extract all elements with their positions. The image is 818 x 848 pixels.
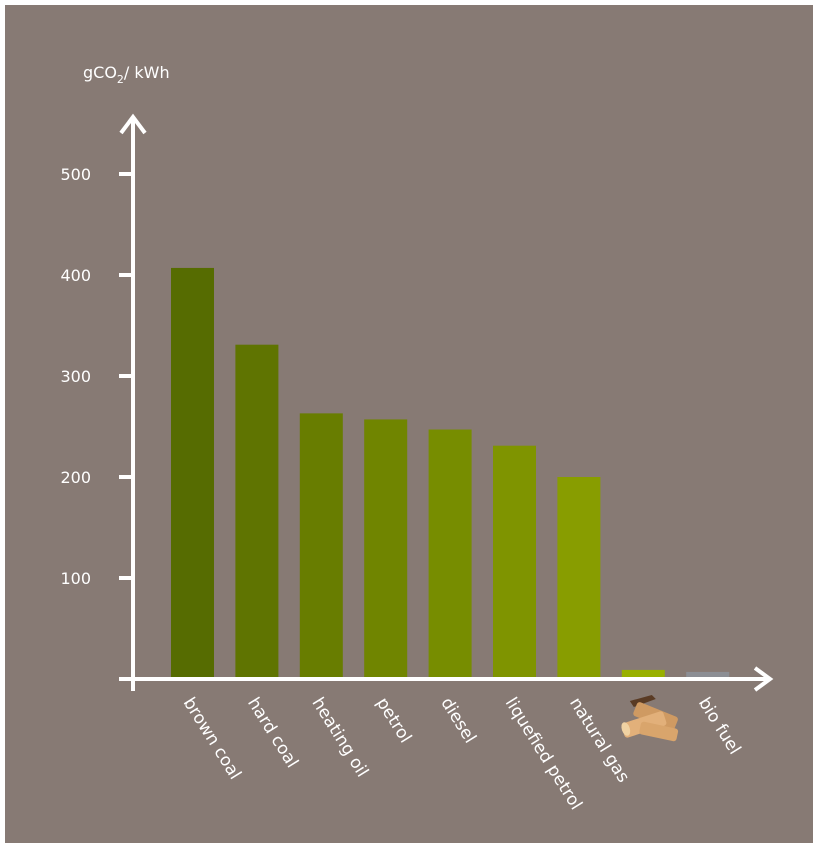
wood-logs-icon [621,695,679,742]
x-label-heating-oil: heating oil [308,694,373,781]
bar-natural-gas [557,477,601,679]
y-tick-label: 200 [60,468,91,487]
bars-layer [171,267,730,679]
axes-layer [119,113,774,692]
x-label-brown-coal: brown coal [179,694,245,783]
bar-diesel [428,429,472,679]
bar-hard-coal [235,344,279,679]
x-label-diesel: diesel [436,694,479,747]
bar-wood-logs-icon [621,669,665,679]
x-label-petrol: petrol [372,694,415,747]
y-axis-arrowhead [119,113,147,135]
y-axis-unit-label: gCO2/ kWh [83,63,170,86]
y-unit-suffix: / kWh [124,63,170,82]
y-tick-label: 400 [60,266,91,285]
x-label-natural-gas: natural gas [565,694,633,786]
bar-chart: gCO2/ kWh 100 200 300 400 500 brown coalhard… [60,63,774,814]
x-label-hard-coal: hard coal [243,694,302,772]
y-tick-label: 500 [60,165,91,184]
bar-brown-coal [171,267,214,679]
y-unit-subscript: 2 [117,73,124,86]
bar-bio-fuel [686,671,730,679]
y-tick-label: 300 [60,367,91,386]
y-unit-prefix: gCO [83,63,117,82]
bar-liquefied-petrol [493,445,536,679]
x-label-bio-fuel: bio fuel [694,694,744,758]
y-tick-label: 100 [60,569,91,588]
x-axis-arrowhead [753,666,774,692]
chart-panel: gCO2/ kWh 100 200 300 400 500 brown coal hard… [5,5,813,843]
y-ticks-layer: 100 200 300 400 500 [60,165,133,588]
bar-heating-oil [299,413,343,679]
bar-petrol [364,419,408,679]
